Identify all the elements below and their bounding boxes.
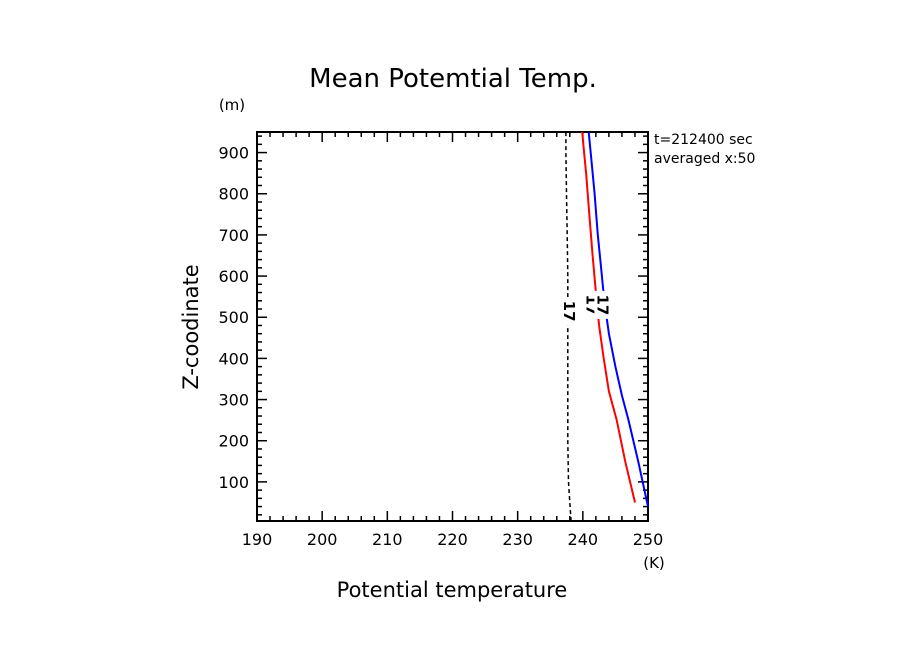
contour-label-bg	[561, 297, 578, 326]
x-tick-label: 250	[633, 530, 664, 549]
contour-label: 17	[560, 301, 578, 322]
x-tick-label: 210	[372, 530, 403, 549]
chart-title: Mean Potemtial Temp.	[309, 64, 597, 94]
y-tick-label: 400	[218, 349, 249, 368]
x-tick-label: 220	[437, 530, 468, 549]
y-axis-unit: (m)	[219, 96, 245, 114]
annotation-averaged: averaged x:50	[654, 151, 755, 167]
y-tick-label: 100	[218, 473, 249, 492]
x-axis-unit: (K)	[643, 554, 665, 572]
x-tick-label: 190	[242, 530, 273, 549]
y-tick-label: 500	[218, 308, 249, 327]
y-tick-label: 300	[218, 391, 249, 410]
x-tick-label: 200	[307, 530, 338, 549]
x-ticks: 190 200 210 220 230 240 250	[242, 132, 664, 549]
series-line-0	[565, 132, 572, 522]
y-tick-label: 800	[218, 185, 249, 204]
contour-label: 17	[593, 294, 611, 315]
annotation-time: t=212400 sec	[654, 132, 753, 148]
contour-label-bg	[594, 290, 611, 319]
y-tick-label: 900	[218, 144, 249, 163]
x-axis-title: Potential temperature	[337, 578, 568, 602]
y-axis-title: Z-coodinate	[179, 264, 203, 389]
y-tick-label: 700	[218, 226, 249, 245]
x-tick-label: 230	[502, 530, 533, 549]
plot-frame	[256, 131, 649, 522]
y-tick-label: 200	[218, 432, 249, 451]
y-ticks: 100 200 300 400 500 600 700 800 900	[218, 135, 648, 516]
x-tick-label: 240	[568, 530, 599, 549]
y-tick-label: 600	[218, 267, 249, 286]
